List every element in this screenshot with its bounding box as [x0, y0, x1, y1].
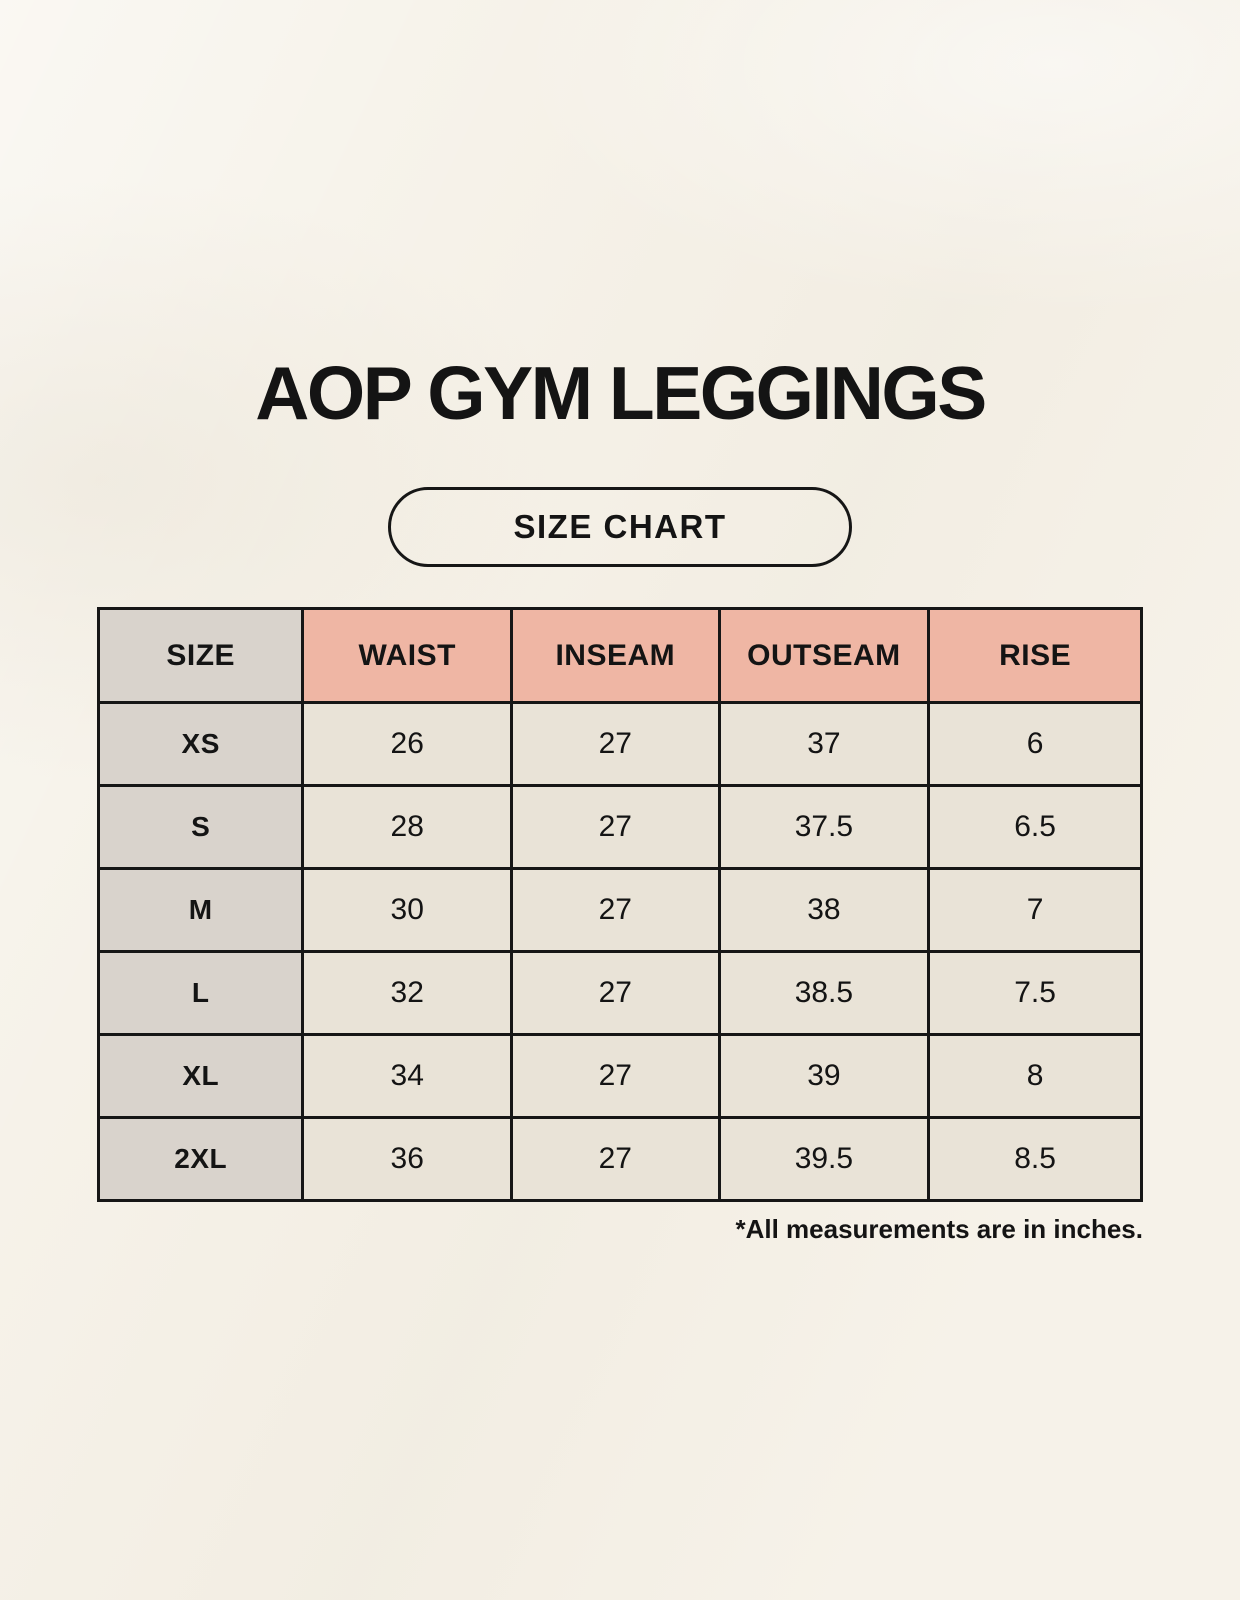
inseam-cell: 27	[510, 784, 721, 870]
column-header-outseam: OUTSEAM	[717, 607, 931, 704]
column-header-rise: RISE	[927, 607, 1143, 704]
size-label-cell: 2XL	[96, 1116, 305, 1202]
inseam-cell: 27	[510, 950, 721, 1036]
column-header-size: SIZE	[96, 607, 305, 704]
table-row-l: L 32 27 38.5 7.5	[96, 950, 1143, 1036]
inseam-cell: 27	[510, 1116, 721, 1202]
table-row-2xl: 2XL 36 27 39.5 8.5	[96, 1116, 1143, 1202]
table-row-xl: XL 34 27 39 8	[96, 1033, 1143, 1119]
inseam-cell: 27	[510, 867, 721, 953]
rise-cell: 8	[927, 1033, 1143, 1119]
rise-cell: 7.5	[927, 950, 1143, 1036]
waist-cell: 30	[301, 867, 514, 953]
rise-cell: 6	[927, 701, 1143, 787]
outseam-cell: 37.5	[717, 784, 931, 870]
outseam-cell: 39	[717, 1033, 931, 1119]
size-label-cell: M	[96, 867, 305, 953]
waist-cell: 34	[301, 1033, 514, 1119]
page-title: AOP GYM LEGGINGS	[255, 351, 987, 435]
waist-cell: 28	[301, 784, 514, 870]
size-chart-badge-button[interactable]: SIZE CHART	[388, 487, 852, 567]
rise-cell: 8.5	[927, 1116, 1143, 1202]
inseam-cell: 27	[510, 701, 721, 787]
measurements-footnote: *All measurements are in inches.	[735, 1214, 1143, 1244]
size-label-cell: XS	[96, 701, 305, 787]
size-label-cell: S	[96, 784, 305, 870]
rise-cell: 6.5	[927, 784, 1143, 870]
outseam-cell: 38.5	[717, 950, 931, 1036]
column-header-waist: WAIST	[301, 607, 514, 704]
inseam-cell: 27	[510, 1033, 721, 1119]
waist-cell: 32	[301, 950, 514, 1036]
size-chart-graphic: AOP GYM LEGGINGS SIZE CHART SIZE WAIST I…	[96, 351, 1143, 1244]
table-row-s: S 28 27 37.5 6.5	[96, 784, 1143, 870]
size-label-cell: XL	[96, 1033, 305, 1119]
table-row-xs: XS 26 27 37 6	[96, 701, 1143, 787]
table-row-m: M 30 27 38 7	[96, 867, 1143, 953]
outseam-cell: 38	[717, 867, 931, 953]
size-chart-table: SIZE WAIST INSEAM OUTSEAM RISE XS 26 27 …	[96, 607, 1143, 1202]
header-row: SIZE WAIST INSEAM OUTSEAM RISE	[96, 607, 1143, 704]
outseam-cell: 37	[717, 701, 931, 787]
outseam-cell: 39.5	[717, 1116, 931, 1202]
waist-cell: 26	[301, 701, 514, 787]
rise-cell: 7	[927, 867, 1143, 953]
waist-cell: 36	[301, 1116, 514, 1202]
column-header-inseam: INSEAM	[510, 607, 721, 704]
size-label-cell: L	[96, 950, 305, 1036]
